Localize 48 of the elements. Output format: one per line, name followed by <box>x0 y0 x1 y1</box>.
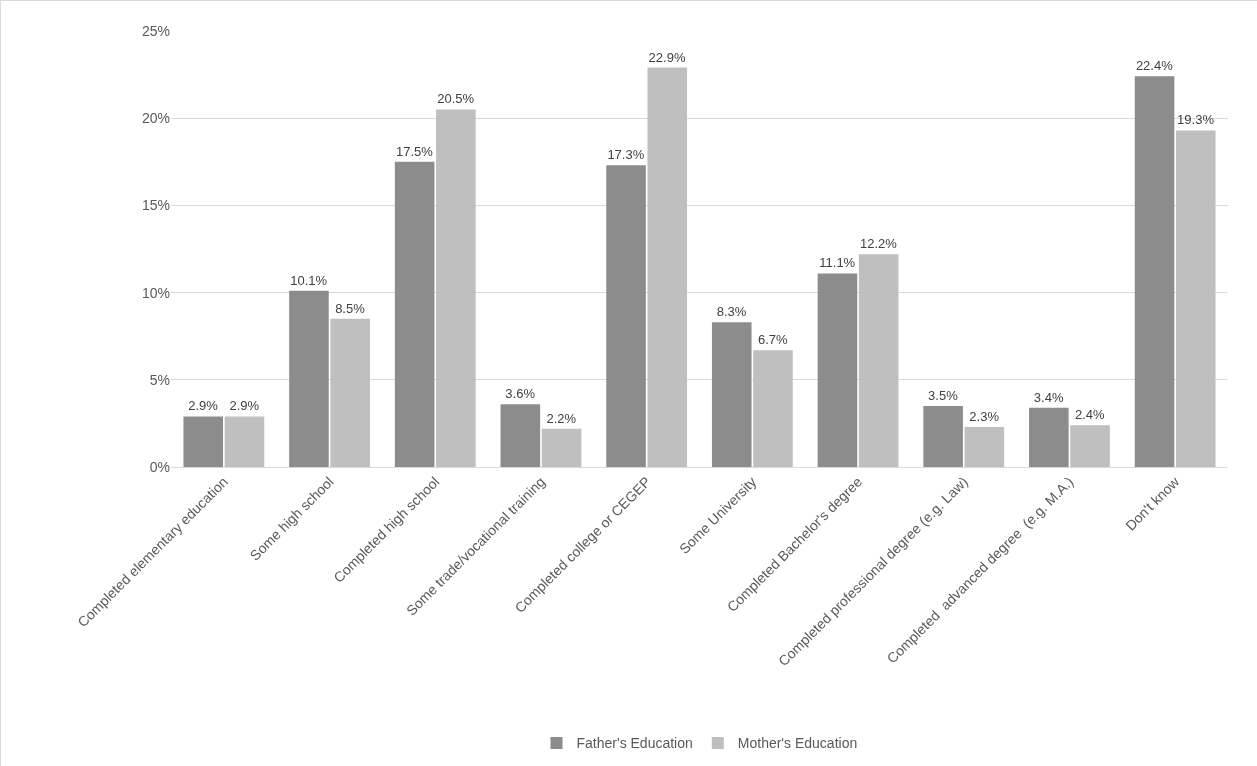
legend-label: Father's Education <box>576 735 693 752</box>
bar <box>711 322 752 467</box>
bar <box>1070 425 1110 467</box>
bar <box>330 318 370 467</box>
data-label: 3.6% <box>505 386 536 402</box>
y-tick-label: 15% <box>141 197 170 214</box>
bar <box>541 428 582 467</box>
bar <box>647 67 688 467</box>
bar <box>500 404 541 467</box>
data-label: 17.3% <box>607 147 645 163</box>
data-label: 6.7% <box>757 332 788 348</box>
bar <box>858 254 899 467</box>
data-label: 2.9% <box>188 398 219 414</box>
data-label: 10.1% <box>290 272 328 288</box>
legend-label: Mother's Education <box>737 735 858 752</box>
bar <box>436 109 476 467</box>
data-label: 3.4% <box>1033 389 1064 405</box>
bar <box>394 161 435 467</box>
data-label: 2.2% <box>546 410 577 426</box>
bar <box>224 416 265 467</box>
bar <box>923 405 963 467</box>
y-tick-label: 25% <box>141 22 170 39</box>
y-tick-label: 20% <box>141 110 170 127</box>
y-tick-label: 10% <box>141 284 170 301</box>
data-label: 20.5% <box>437 91 475 107</box>
bar <box>1175 130 1216 467</box>
y-tick-label: 0% <box>149 458 170 475</box>
data-label: 11.1% <box>819 255 856 271</box>
data-label: 2.3% <box>969 408 1000 424</box>
bar <box>817 273 858 467</box>
bar <box>753 350 793 467</box>
bar <box>606 165 646 467</box>
y-tick-label: 5% <box>149 371 170 388</box>
data-label: 8.3% <box>716 304 747 320</box>
data-label: 22.4% <box>1135 58 1174 74</box>
data-label: 17.5% <box>395 143 434 159</box>
bar <box>289 290 329 467</box>
bar <box>1134 76 1175 467</box>
data-label: 3.5% <box>928 387 959 403</box>
bar <box>1029 407 1069 467</box>
data-label: 12.2% <box>860 236 898 252</box>
data-label: 19.3% <box>1177 112 1215 128</box>
data-label: 2.9% <box>229 398 260 414</box>
data-label: 2.4% <box>1075 407 1106 423</box>
data-label: 8.5% <box>335 300 366 316</box>
bar <box>183 416 224 467</box>
bar <box>964 426 1005 467</box>
data-label: 22.9% <box>648 49 686 65</box>
